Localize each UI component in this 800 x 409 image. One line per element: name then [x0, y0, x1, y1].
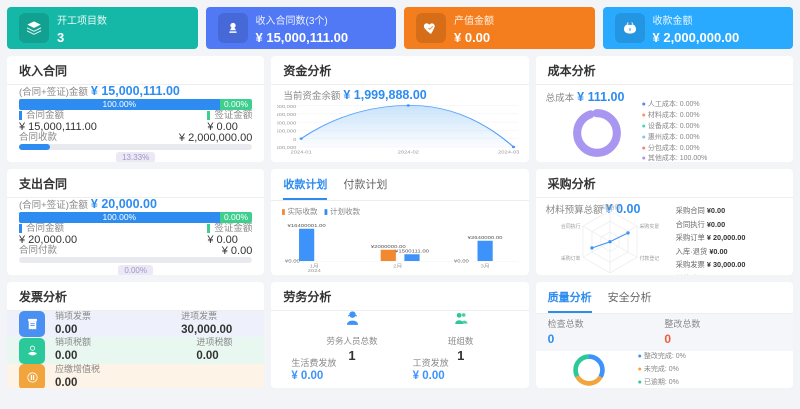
svg-text:合同执行: 合同执行: [561, 223, 581, 230]
svg-text:¥16400001.00: ¥16400001.00: [288, 224, 326, 229]
svg-text:2,000,000: 2,000,000: [277, 104, 296, 109]
svg-text:¥1500111.00: ¥1500111.00: [395, 249, 429, 254]
svg-text:¥0.00: ¥0.00: [454, 259, 469, 264]
svg-text:¥2640000.00: ¥2640000.00: [468, 236, 503, 241]
svg-text:500,000: 500,000: [277, 129, 296, 134]
svg-text:1,500,000: 1,500,000: [277, 112, 296, 117]
svg-text:3月: 3月: [481, 263, 490, 269]
svg-text:2024-02: 2024-02: [398, 150, 419, 155]
svg-text:付款登记: 付款登记: [639, 255, 659, 262]
svg-text:2月: 2月: [393, 263, 402, 269]
svg-text:采购实景: 采购实景: [639, 223, 659, 230]
svg-text:¥0.00: ¥0.00: [285, 259, 300, 264]
svg-text:2024: 2024: [308, 269, 321, 273]
svg-text:2024-03: 2024-03: [498, 150, 518, 155]
svg-text:0: 0: [293, 137, 296, 142]
svg-text:采购合同: 采购合同: [600, 204, 620, 211]
svg-text:1,000,000: 1,000,000: [277, 120, 296, 125]
svg-text:采购订单: 采购订单: [561, 255, 581, 262]
svg-text:2024-01: 2024-01: [291, 150, 312, 155]
